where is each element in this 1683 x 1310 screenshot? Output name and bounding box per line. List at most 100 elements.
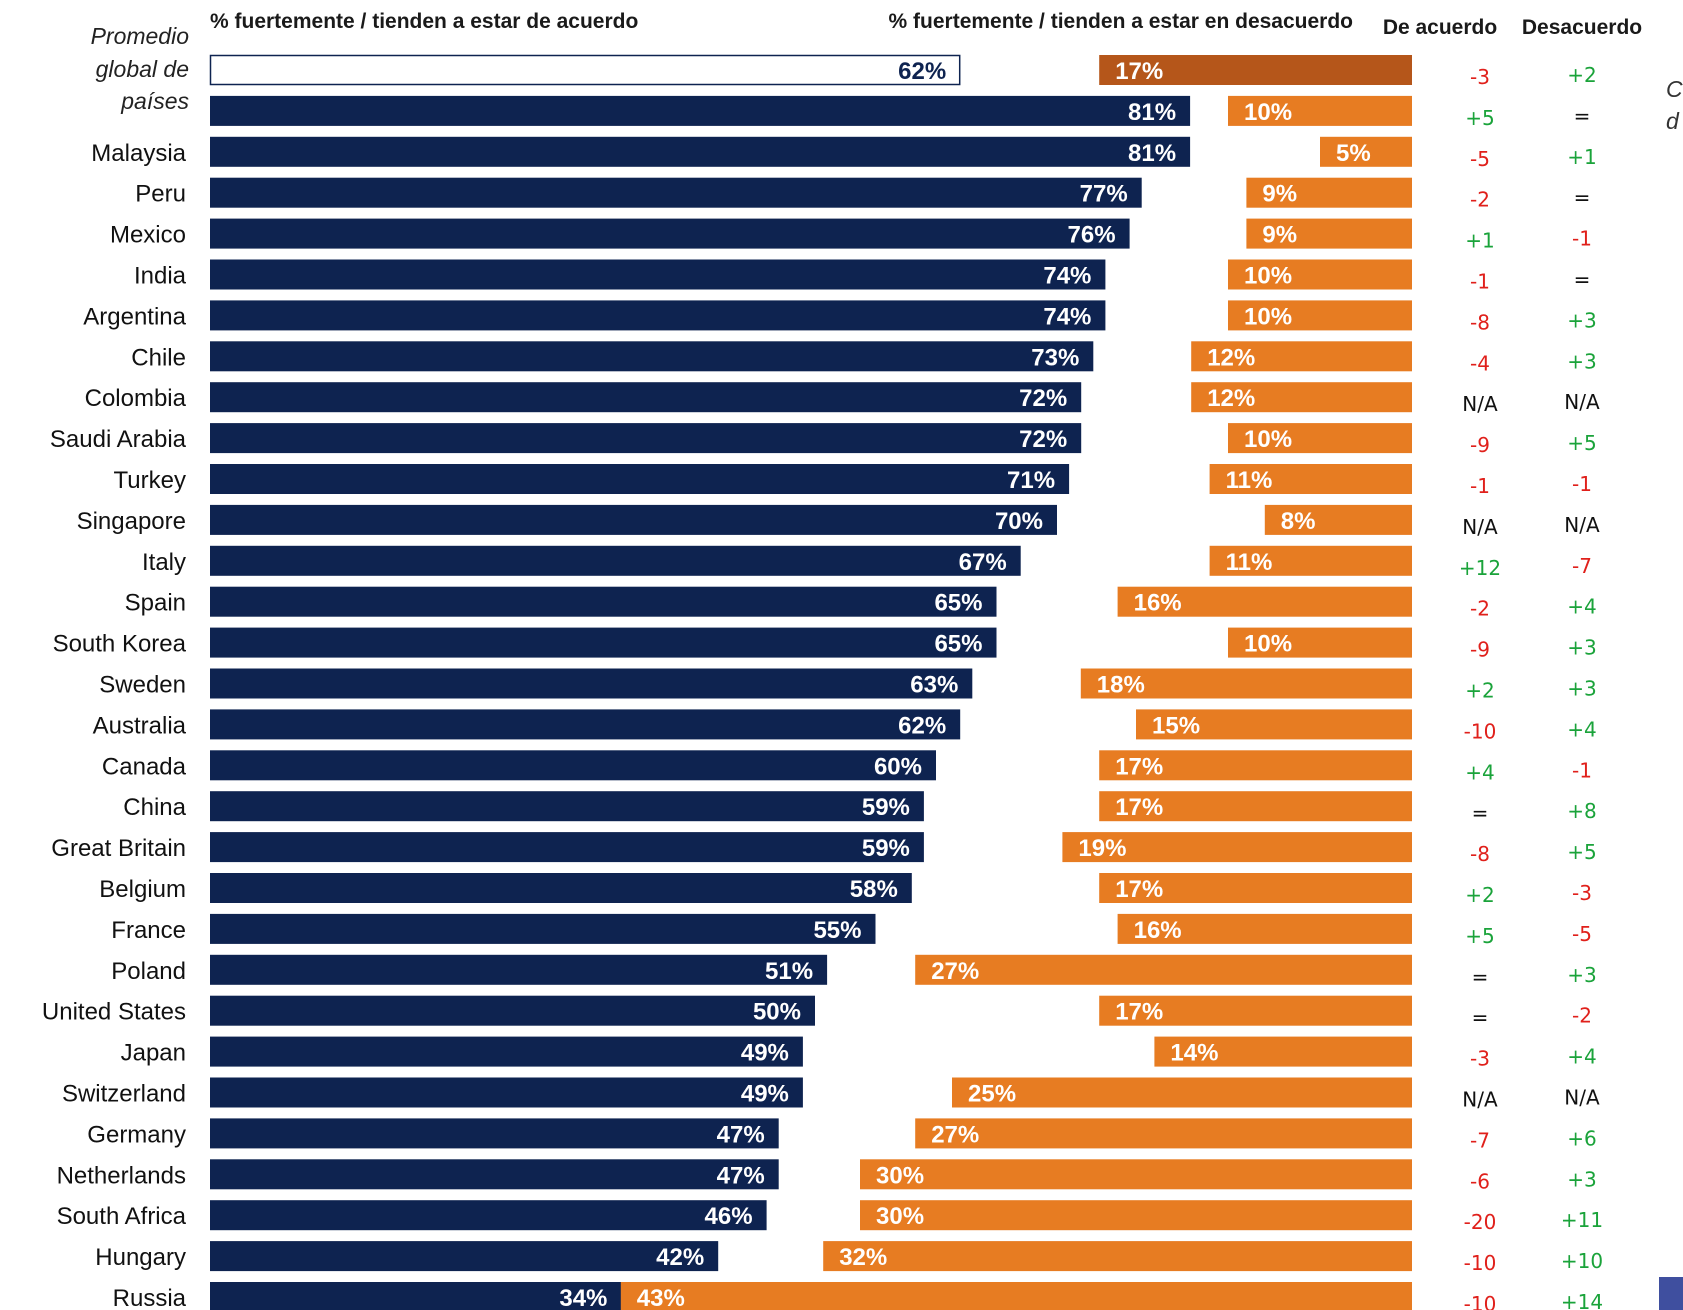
disagree-bar [952, 1077, 1412, 1108]
disagree-value-label: 15% [1152, 712, 1200, 739]
agree-bar [210, 1118, 779, 1149]
chart-row: Sweden 63% 18% +2 +3 [99, 668, 1597, 703]
agree-value-label: 51% [765, 958, 813, 985]
chart-row: South Korea 65% 10% -9 +3 [53, 627, 1597, 662]
change-disagree-value: +3 [1567, 349, 1596, 373]
disagree-value-label: 17% [1115, 753, 1163, 780]
change-agree-value: -8 [1470, 842, 1490, 866]
change-agree-value: -1 [1470, 270, 1490, 294]
change-agree-value: -10 [1464, 719, 1497, 743]
chart-row: Saudi Arabia 72% 10% -9 +5 [50, 423, 1597, 457]
disagree-bar [823, 1241, 1412, 1272]
change-agree-value: = [1472, 801, 1489, 825]
country-label: Australia [93, 712, 187, 739]
change-agree-value: -3 [1470, 65, 1490, 89]
agree-value-label: 58% [850, 876, 898, 903]
change-disagree-value: = [1574, 268, 1591, 292]
agree-bar [210, 791, 924, 822]
average-label-line-1: Promedio [91, 23, 190, 49]
agree-bar [210, 954, 828, 985]
agree-bar [210, 832, 924, 863]
change-disagree-value: +3 [1567, 1167, 1596, 1191]
side-note-line-2: d [1666, 108, 1680, 134]
disagree-value-label: 17% [1115, 999, 1163, 1026]
chart-row: South Africa 46% 30% -20 +11 [57, 1200, 1603, 1234]
agree-value-label: 76% [1068, 222, 1116, 249]
change-disagree-value: +10 [1561, 1249, 1603, 1273]
agree-bar [210, 1200, 767, 1231]
chart-row: China 59% 17% = +8 [123, 791, 1597, 825]
chart-row: Australia 62% 15% -10 +4 [93, 709, 1597, 743]
change-disagree-value: +4 [1567, 1045, 1596, 1069]
agree-value-label: 47% [717, 1121, 765, 1148]
country-label: India [134, 263, 187, 290]
change-disagree-value: +8 [1567, 799, 1596, 823]
disagree-value-label: 12% [1207, 344, 1255, 371]
disagree-bar [1099, 873, 1412, 903]
disagree-bar [915, 1118, 1412, 1149]
change-agree-value: +2 [1465, 679, 1494, 703]
disagree-value-label: 11% [1226, 467, 1273, 494]
change-disagree-value: -3 [1572, 881, 1592, 905]
disagree-value-label: 10% [1244, 99, 1292, 126]
chart-row: Mexico 76% 9% +1 -1 [110, 218, 1592, 253]
country-label: Peru [135, 181, 186, 208]
change-disagree-value: +6 [1567, 1126, 1596, 1150]
agree-value-label: 74% [1043, 303, 1091, 330]
agree-value-label: 47% [717, 1162, 765, 1189]
agree-bar [210, 300, 1106, 331]
country-label: Italy [142, 549, 186, 576]
chart-row: 81% 10% +5 = [210, 95, 1590, 130]
chart-row: Germany 47% 27% -7 +6 [87, 1118, 1597, 1152]
change-disagree-value: N/A [1564, 1086, 1600, 1110]
country-label: Saudi Arabia [50, 426, 187, 453]
disagree-value-label: 17% [1115, 794, 1163, 821]
change-disagree-value: +4 [1567, 595, 1596, 619]
disagree-value-label: 8% [1281, 508, 1316, 535]
chart-row: Argentina 74% 10% -8 +3 [83, 300, 1597, 334]
country-label: Great Britain [51, 835, 186, 862]
change-disagree-value: N/A [1564, 513, 1600, 537]
header-agree: % fuertemente / tienden a estar de acuer… [210, 10, 638, 33]
change-disagree-value: -1 [1572, 472, 1592, 496]
disagree-bar [1246, 218, 1412, 249]
disagree-bar [915, 954, 1412, 985]
disagree-bar [1191, 382, 1412, 413]
chart-row: France 55% 16% +5 -5 [111, 913, 1592, 948]
change-disagree-value: -1 [1572, 758, 1592, 782]
country-label: Colombia [85, 385, 187, 412]
agree-bar [210, 545, 1021, 576]
country-label: South Africa [57, 1203, 187, 1230]
change-agree-value: +1 [1465, 229, 1494, 253]
chart-row: Chile 73% 12% -4 +3 [131, 341, 1597, 375]
disagree-bar [1117, 586, 1412, 617]
change-disagree-value: +4 [1567, 717, 1596, 741]
change-agree-value: = [1472, 1006, 1489, 1030]
disagree-value-label: 18% [1097, 672, 1145, 699]
change-agree-value: -2 [1470, 597, 1490, 621]
agree-bar [210, 382, 1082, 413]
change-agree-value: +5 [1465, 924, 1494, 948]
change-agree-value: -9 [1470, 433, 1490, 457]
agree-value-label: 71% [1007, 467, 1055, 494]
agree-value-label: 65% [934, 590, 982, 617]
change-disagree-value: N/A [1564, 390, 1600, 414]
change-agree-value: -7 [1470, 1128, 1490, 1152]
agree-value-label: 70% [995, 508, 1043, 535]
country-label: Spain [125, 590, 186, 617]
change-disagree-value: -7 [1572, 554, 1592, 578]
agree-value-label: 81% [1128, 140, 1176, 167]
change-disagree-value: +2 [1567, 63, 1596, 87]
change-agree-value: +5 [1465, 106, 1494, 130]
chart-row: Russia 34% 43% -10 +14 [113, 1282, 1603, 1310]
country-label: Belgium [99, 876, 186, 903]
average-label-line-3: países [120, 88, 189, 114]
change-disagree-value: +3 [1567, 308, 1596, 332]
agree-value-label: 67% [959, 549, 1007, 576]
disagree-value-label: 10% [1244, 631, 1292, 658]
chart-row: Belgium 58% 17% +2 -3 [99, 873, 1592, 907]
disagree-value-label: 30% [876, 1203, 924, 1230]
chart-row: Turkey 71% 11% -1 -1 [114, 464, 1592, 498]
chart-row: Poland 51% 27% = +3 [111, 954, 1597, 989]
